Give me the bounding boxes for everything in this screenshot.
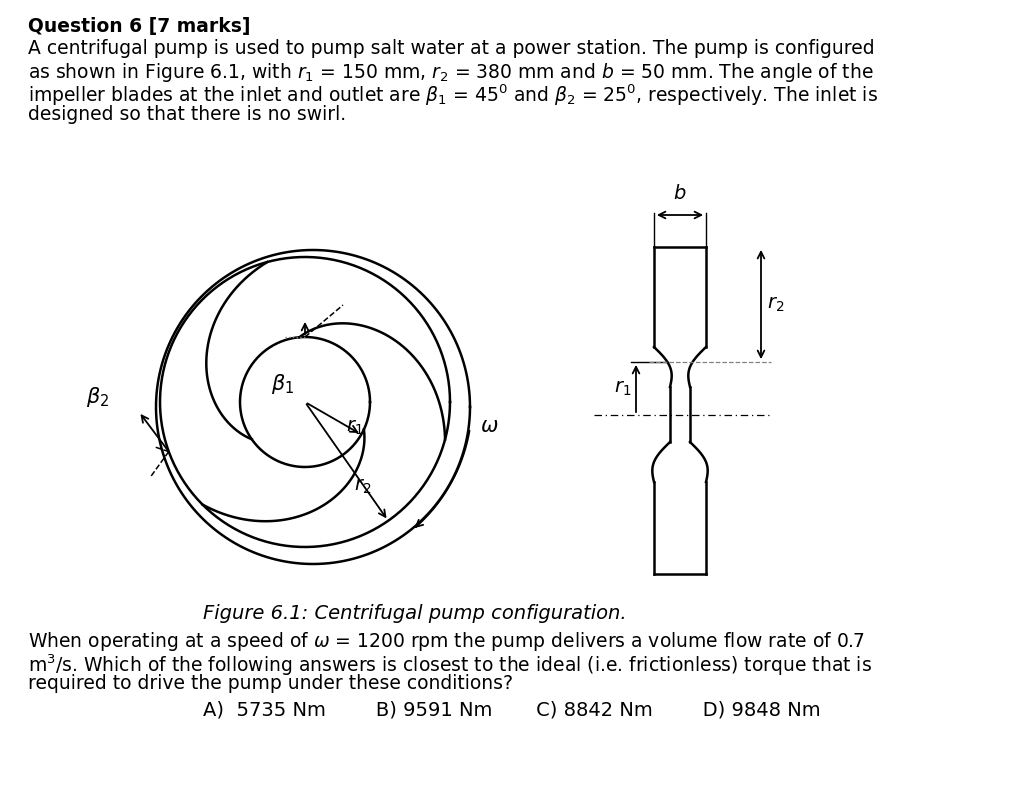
Text: as shown in Figure 6.1, with $r_1$ = 150 mm, $r_2$ = 380 mm and $b$ = 50 mm. The: as shown in Figure 6.1, with $r_1$ = 150…: [28, 61, 873, 84]
Text: A)  5735 Nm        B) 9591 Nm       C) 8842 Nm        D) 9848 Nm: A) 5735 Nm B) 9591 Nm C) 8842 Nm D) 9848…: [203, 700, 821, 719]
Text: designed so that there is no swirl.: designed so that there is no swirl.: [28, 105, 346, 124]
Text: Figure 6.1: Centrifugal pump configuration.: Figure 6.1: Centrifugal pump configurati…: [203, 604, 627, 623]
Text: A centrifugal pump is used to pump salt water at a power station. The pump is co: A centrifugal pump is used to pump salt …: [28, 39, 874, 58]
Text: m$^3$/s. Which of the following answers is closest to the ideal (i.e. frictionle: m$^3$/s. Which of the following answers …: [28, 652, 872, 677]
Text: required to drive the pump under these conditions?: required to drive the pump under these c…: [28, 674, 513, 693]
Text: $r_2$: $r_2$: [767, 295, 784, 314]
Text: $r_1$: $r_1$: [613, 379, 631, 398]
Text: $r_1$: $r_1$: [346, 418, 364, 437]
Text: $\beta_1$: $\beta_1$: [271, 372, 295, 396]
Text: $\omega$: $\omega$: [480, 416, 499, 436]
Text: $r_2$: $r_2$: [353, 478, 371, 497]
Text: $\beta_2$: $\beta_2$: [86, 385, 109, 409]
Text: impeller blades at the inlet and outlet are $\beta_1$ = 45$^0$ and $\beta_2$ = 2: impeller blades at the inlet and outlet …: [28, 83, 878, 109]
Text: $b$: $b$: [673, 184, 687, 203]
Text: When operating at a speed of $\omega$ = 1200 rpm the pump delivers a volume flow: When operating at a speed of $\omega$ = …: [28, 630, 864, 653]
Text: Question 6 [7 marks]: Question 6 [7 marks]: [28, 17, 251, 36]
